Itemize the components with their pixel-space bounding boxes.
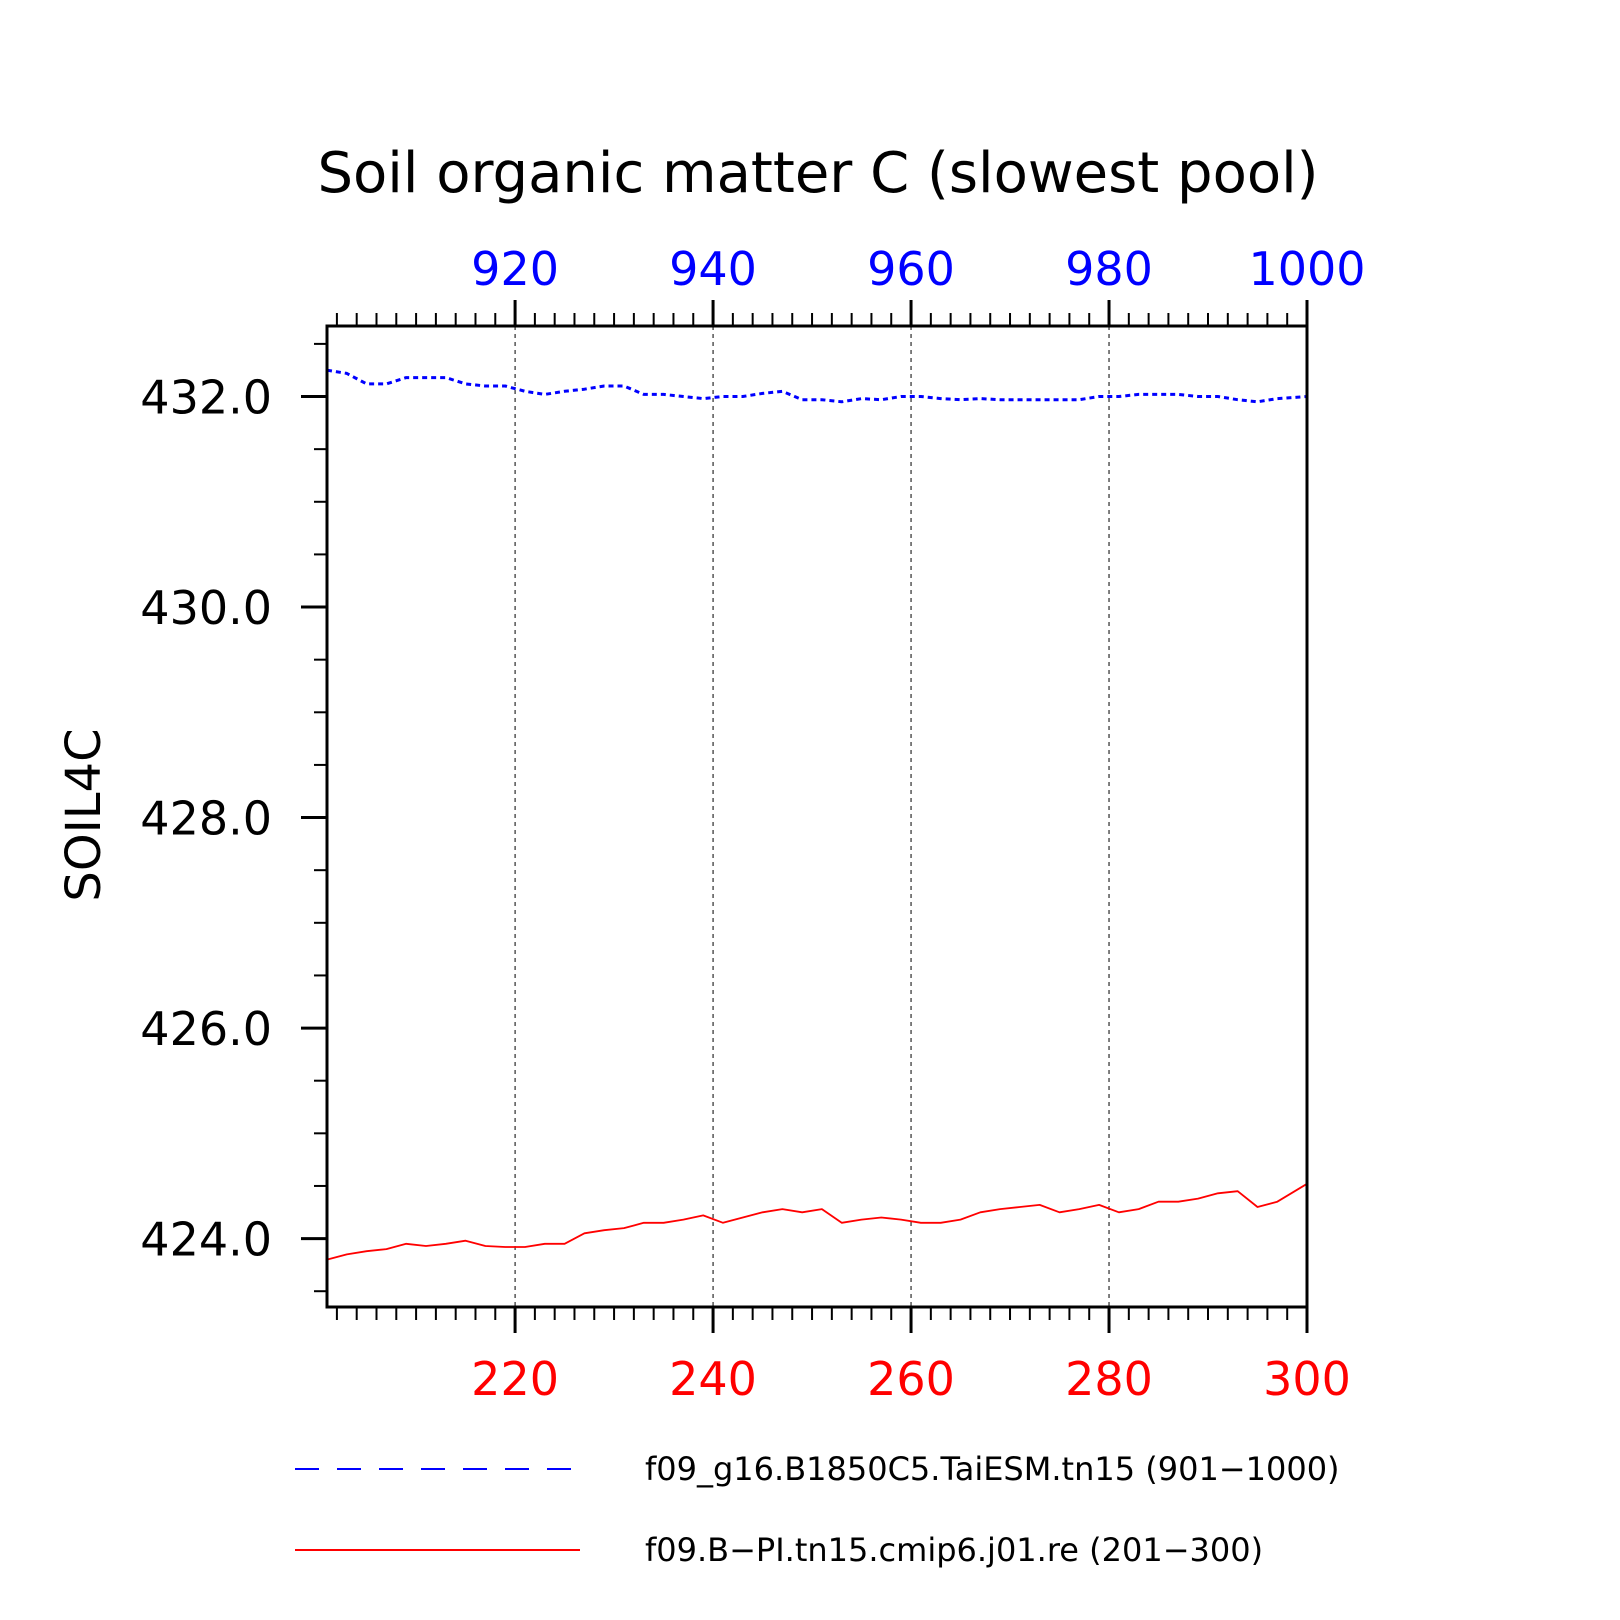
grid-lines xyxy=(514,326,1110,1307)
top-tick-label: 980 xyxy=(1065,242,1153,296)
y-tick-label: 430.0 xyxy=(140,581,272,635)
top-tick-label: 960 xyxy=(867,242,955,296)
legend-label-1: f09_g16.B1850C5.TaiESM.tn15 (901−1000) xyxy=(645,1450,1340,1488)
chart-title: Soil organic matter C (slowest pool) xyxy=(318,141,1319,206)
bottom-tick-label: 280 xyxy=(1065,1352,1153,1406)
y-tick-label: 432.0 xyxy=(140,371,272,425)
bottom-tick-label: 240 xyxy=(669,1352,757,1406)
bottom-tick-label: 300 xyxy=(1263,1352,1351,1406)
y-axis-label: SOIL4C xyxy=(56,728,112,901)
legend-label-2: f09.B−PI.tn15.cmip6.j01.re (201−300) xyxy=(645,1531,1263,1569)
axes: 220 240 260 280 300 920 940 960 980 1000 424.0 426.… xyxy=(140,242,1365,1406)
bottom-tick-label: 220 xyxy=(471,1352,559,1406)
y-tick-label: 424.0 xyxy=(140,1213,272,1267)
series-line-1 xyxy=(326,368,1308,404)
top-tick-label: 920 xyxy=(471,242,559,296)
series-line-2 xyxy=(326,1183,1308,1261)
y-tick-label: 426.0 xyxy=(140,1002,272,1056)
legend: f09_g16.B1850C5.TaiESM.tn15 (901−1000) f0… xyxy=(295,1450,1340,1569)
bottom-tick-label: 260 xyxy=(867,1352,955,1406)
top-tick-label: 940 xyxy=(669,242,757,296)
plot-frame xyxy=(325,324,1309,1309)
series-layer xyxy=(326,368,1308,1261)
y-tick-label: 428.0 xyxy=(140,792,272,846)
top-tick-label: 1000 xyxy=(1248,242,1365,296)
